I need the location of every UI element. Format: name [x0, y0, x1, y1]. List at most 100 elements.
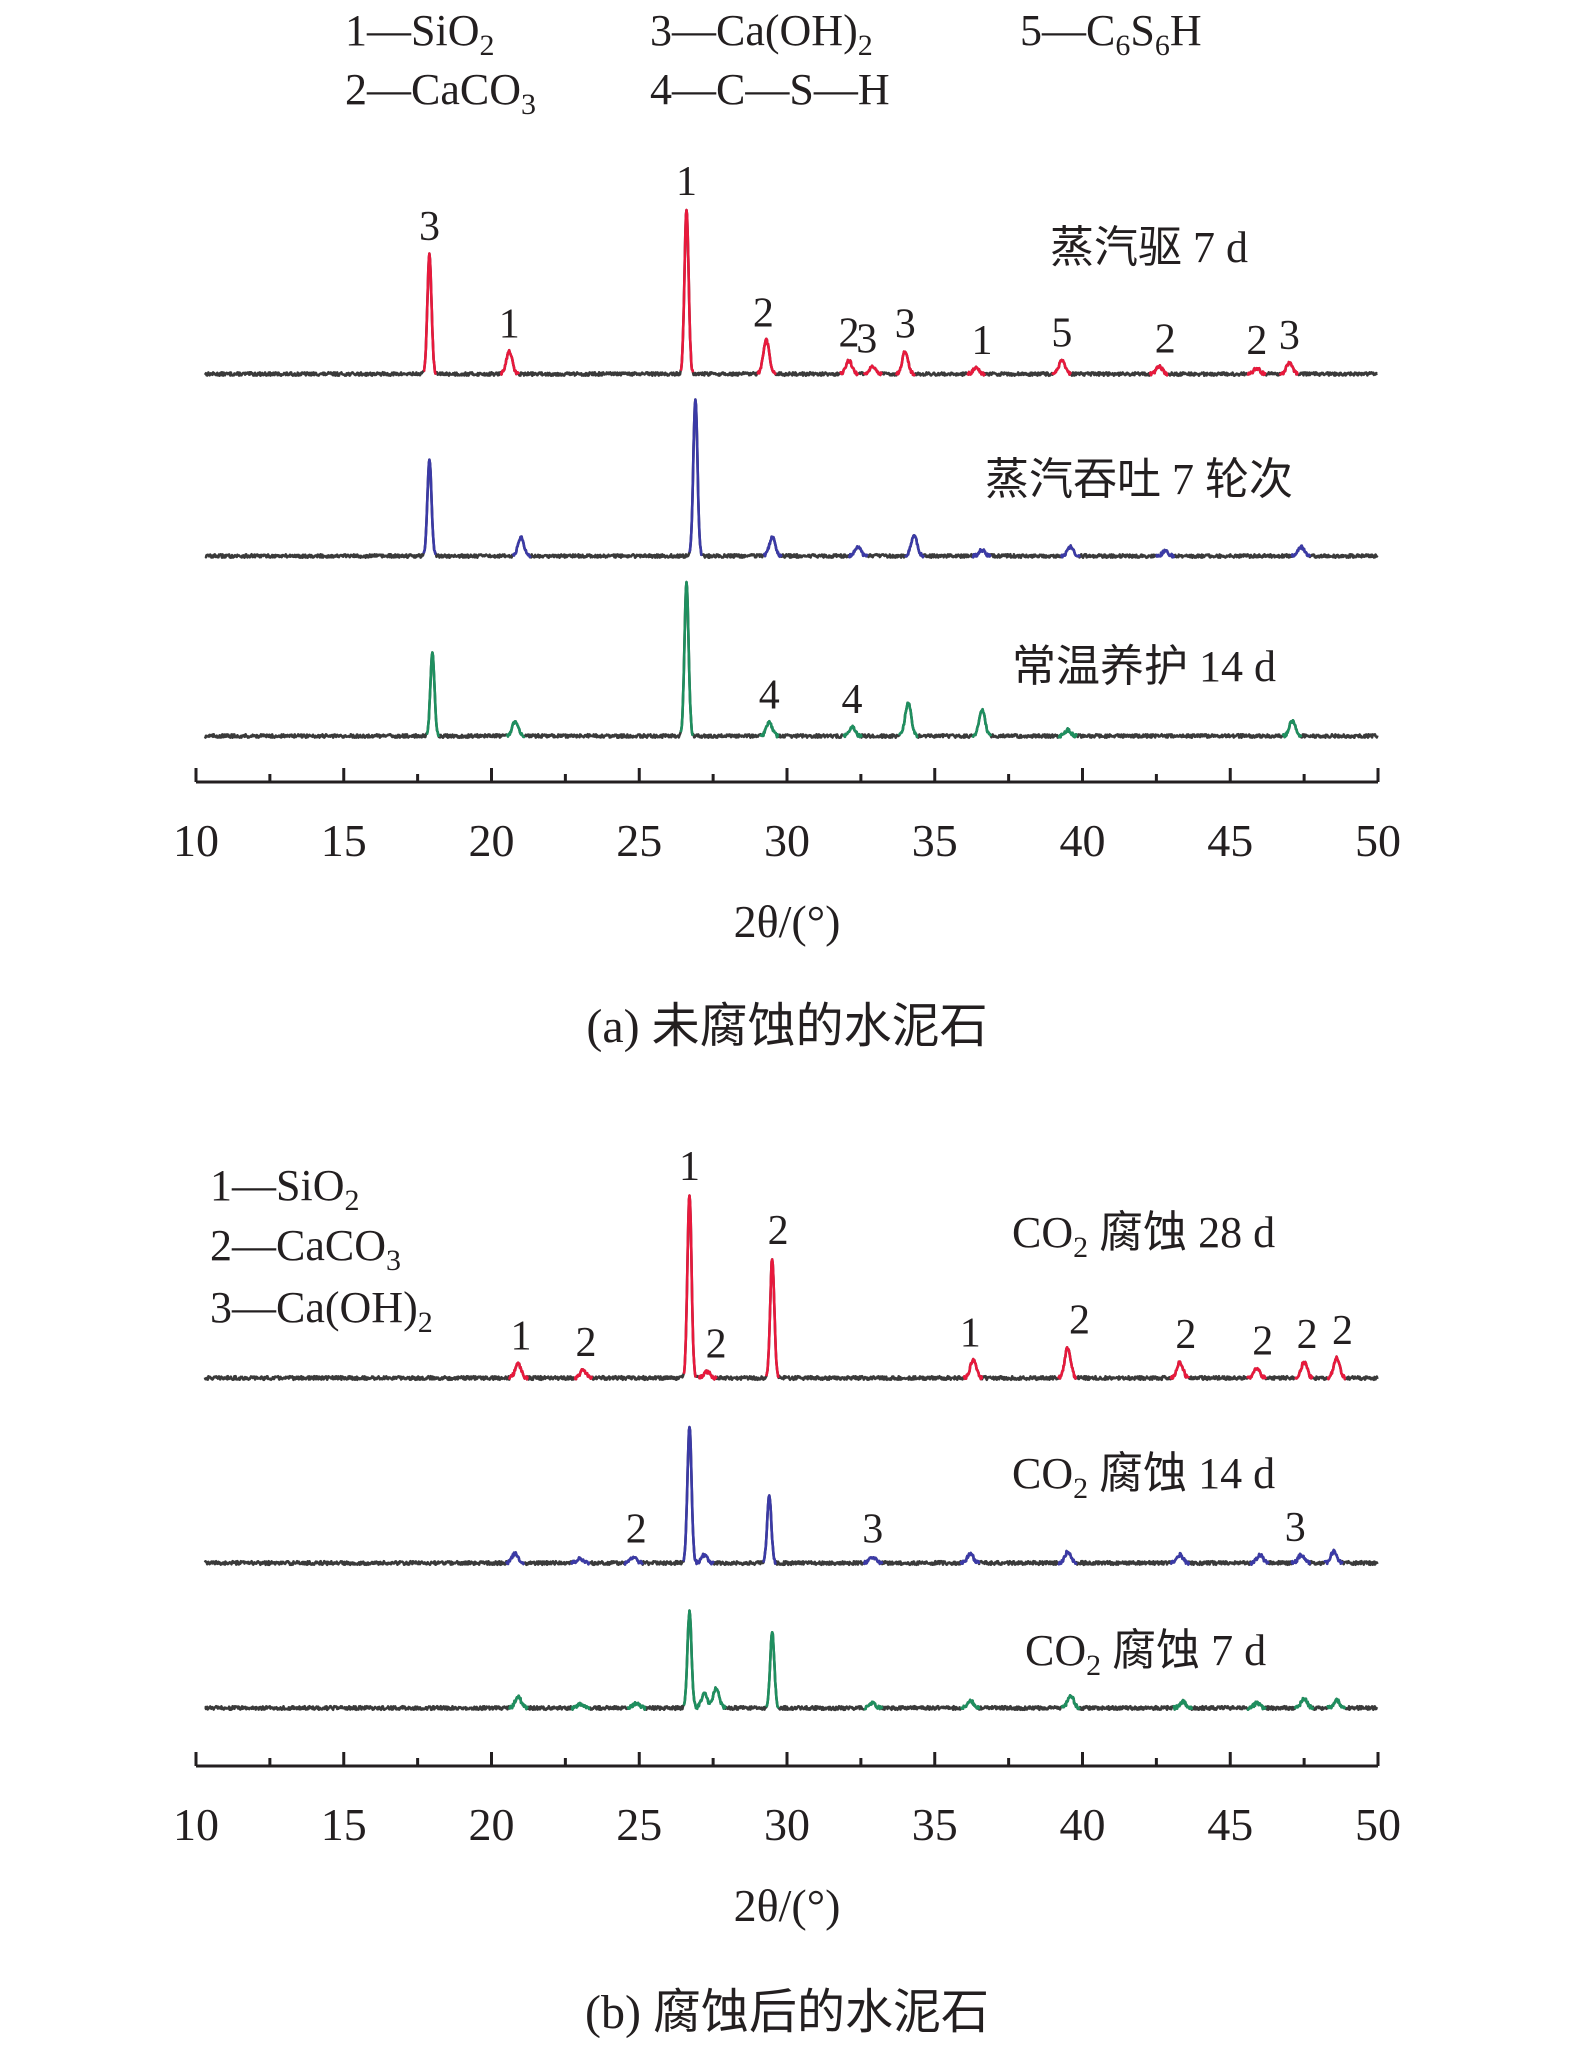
- series-2-name: CO2​ 腐蚀 14 d: [1012, 1449, 1275, 1505]
- series-2-peak-6: [904, 534, 925, 559]
- series-2-peak-10: [1169, 1551, 1191, 1566]
- series-2-peak-label-1: 2: [626, 1507, 647, 1553]
- series-1-peak-6: [962, 1357, 984, 1381]
- series-3-peak-9: [959, 1698, 981, 1710]
- series-1-peak-label-9: 2: [1252, 1318, 1273, 1364]
- x-tick-label-7: 40: [1060, 815, 1106, 866]
- series-1-peak-3: [679, 208, 695, 373]
- series-1-peak-label-11: 2: [1246, 318, 1267, 364]
- series-2-trace: [204, 398, 1379, 559]
- series-2-peak-8: [959, 1551, 981, 1565]
- series-3-peak-14: [1326, 1697, 1347, 1710]
- series-1-peak-label-1: 3: [419, 204, 440, 250]
- series-3-peak-12: [1246, 1700, 1267, 1711]
- x-tick-label-3: 20: [469, 1799, 515, 1850]
- series-1-peak-11: [1246, 366, 1267, 377]
- series-1-peak-7: [895, 350, 916, 377]
- series-1-peak-9: [1246, 1367, 1267, 1380]
- series-1-peak-label-3: 1: [676, 159, 697, 205]
- x-axis-title: 2θ/(°): [734, 896, 841, 947]
- series-3-peak-10: [1060, 1694, 1081, 1711]
- series-1-peak-label-10: 2: [1155, 317, 1176, 363]
- x-tick-label-9: 50: [1355, 1799, 1401, 1850]
- series-3-peak-2: [570, 1701, 591, 1711]
- series-3-peak-4: [682, 1609, 698, 1709]
- series-3-name: 常温养护 14 d: [1012, 642, 1276, 691]
- x-tick-label-6: 35: [912, 815, 958, 866]
- panel-caption: (b) 腐蚀后的水泥石: [585, 1986, 989, 2039]
- series-2-peak-7: [971, 548, 992, 559]
- series-1-peak-2: [499, 348, 520, 376]
- series-2-peak-3: [623, 1555, 644, 1566]
- series-3-peak-4: [759, 719, 780, 739]
- x-tick-label-3: 20: [469, 815, 515, 866]
- series-1-peak-label-5: 2: [839, 311, 860, 357]
- series-3-peak-5: [842, 724, 863, 739]
- series-1-peak-label-9: 5: [1051, 311, 1072, 357]
- series-2-peak-13: [1323, 1548, 1344, 1566]
- series-2-peak-9: [1155, 548, 1176, 559]
- series-3-peak-3: [679, 580, 694, 736]
- series-1-trace: [203, 208, 1379, 377]
- x-tick-label-1: 10: [173, 815, 219, 866]
- series-3-peak-7: [765, 1631, 780, 1709]
- x-tick-label-5: 30: [764, 1799, 810, 1850]
- series-1-peak-label-4: 2: [753, 290, 774, 336]
- series-1-name: 蒸汽驱 7 d: [1050, 223, 1248, 272]
- series-1-peak-label-7: 2: [1069, 1298, 1090, 1344]
- series-1-peak-label-1: 1: [511, 1314, 532, 1360]
- x-tick-label-5: 30: [764, 815, 810, 866]
- legend-entry-3: 3—Ca(OH)2​: [650, 6, 873, 62]
- series-2-peak-6: [762, 1494, 777, 1565]
- series-2-peak-11: [1249, 1552, 1270, 1566]
- series-2-peak-3: [688, 398, 703, 557]
- series-1-name: CO2​ 腐蚀 28 d: [1012, 1208, 1275, 1264]
- x-tick-label-7: 40: [1060, 1799, 1106, 1850]
- series-1-peak-label-4: 2: [706, 1322, 727, 1368]
- series-2-peak-label-2: 3: [862, 1507, 883, 1553]
- x-tick-label-4: 25: [616, 815, 662, 866]
- series-1-peak-6: [862, 364, 884, 377]
- series-1-peak-5: [839, 358, 860, 377]
- series-1-peak-label-11: 2: [1332, 1308, 1353, 1354]
- series-1-peak-5: [765, 1258, 780, 1379]
- series-1-peak-label-7: 3: [895, 302, 916, 348]
- series-2-peak-label-3: 3: [1285, 1505, 1306, 1551]
- series-1-peak-4: [697, 1369, 718, 1381]
- series-1-peak-label-12: 3: [1279, 313, 1300, 359]
- series-1-peak-label-6: 3: [856, 317, 877, 363]
- series-1-peak-11: [1326, 1355, 1347, 1381]
- series-1-peak-label-3: 1: [679, 1144, 700, 1190]
- panel-a: 1—SiO2​2—CaCO3​ 3—Ca(OH)2​4—C—S—H 5—C6​S6​…: [173, 6, 1401, 1053]
- legend-entry-2: 2—CaCO3​: [345, 65, 536, 121]
- series-1-peak-label-8: 2: [1175, 1312, 1196, 1358]
- series-1-peak-7: [1057, 1346, 1078, 1380]
- series-3-peak-6: [898, 701, 919, 739]
- panel-caption: (a) 未腐蚀的水泥石: [586, 1000, 987, 1053]
- series-3-peak-label-2: 4: [842, 677, 863, 723]
- series-1-peak-label-8: 1: [972, 318, 993, 364]
- x-tick-label-4: 25: [616, 1799, 662, 1850]
- series-3-peak-7: [971, 707, 993, 738]
- x-tick-label-1: 10: [173, 1799, 219, 1850]
- series-2-peak-9: [1057, 1549, 1078, 1566]
- series-2-peak-10: [1290, 544, 1312, 558]
- legend-entry-2: 2—CaCO3​: [210, 1221, 401, 1277]
- series-3-peak-11: [1172, 1698, 1194, 1711]
- series-1-peak-1: [422, 252, 437, 375]
- series-1-peak-9: [1051, 358, 1072, 376]
- series-1-peak-8: [966, 365, 987, 377]
- x-tick-label-6: 35: [912, 1799, 958, 1850]
- series-1-peak-label-2: 2: [576, 1320, 597, 1366]
- x-tick-label-8: 45: [1207, 815, 1253, 866]
- series-3-peak-3: [626, 1701, 647, 1711]
- series-1-peak-label-2: 1: [499, 302, 520, 348]
- x-tick-label-9: 50: [1355, 815, 1401, 866]
- series-1-peak-label-6: 1: [960, 1310, 981, 1356]
- series-1-peak-label-10: 2: [1297, 1312, 1318, 1358]
- series-1-peak-2: [573, 1368, 594, 1381]
- series-1-peak-12: [1278, 360, 1299, 376]
- panel-b: 1—SiO2​2—CaCO3​3—Ca(OH)2​12122122222CO2​…: [173, 1144, 1401, 2039]
- series-3-peak-1: [508, 1694, 529, 1711]
